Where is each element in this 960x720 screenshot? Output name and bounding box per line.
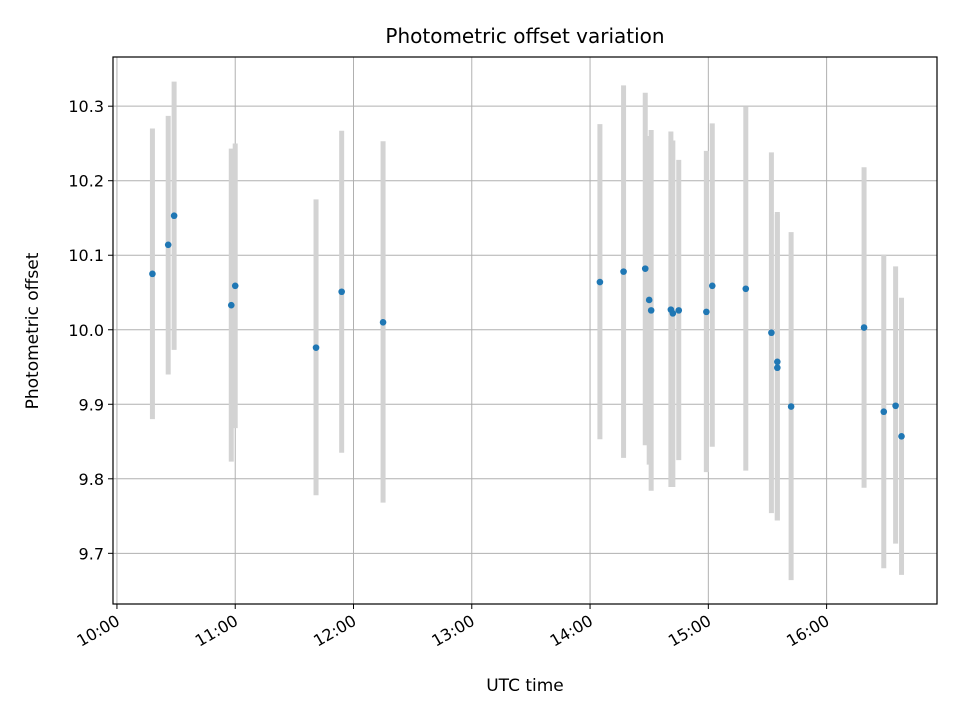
y-tick-label: 9.8: [79, 470, 104, 489]
data-points: [149, 212, 905, 440]
y-tick-label: 10.0: [68, 321, 104, 340]
data-point: [338, 288, 345, 296]
data-point: [669, 310, 677, 317]
y-tick-label: 9.7: [79, 544, 104, 563]
data-point: [860, 324, 868, 331]
data-point: [774, 364, 781, 372]
y-tick-label: 10.3: [68, 97, 104, 116]
data-point: [170, 212, 178, 220]
data-point: [231, 282, 239, 290]
data-point: [596, 278, 604, 286]
data-point: [227, 301, 235, 309]
data-point: [774, 358, 781, 366]
y-tick-label: 10.1: [68, 246, 104, 265]
data-point: [880, 408, 888, 416]
data-point: [742, 285, 750, 293]
x-axis-label: UTC time: [486, 676, 564, 696]
data-point: [768, 329, 775, 337]
data-point: [708, 282, 716, 290]
y-tick-label: 9.9: [79, 395, 104, 414]
data-point: [898, 433, 905, 440]
data-point: [620, 268, 627, 275]
data-point: [164, 241, 172, 249]
chart-title: Photometric offset variation: [385, 24, 664, 48]
data-point: [149, 270, 156, 278]
data-point: [645, 296, 653, 304]
data-point: [312, 344, 320, 351]
data-point: [647, 307, 655, 314]
data-point: [379, 319, 387, 326]
plot-frame: [112, 56, 938, 605]
data-point: [675, 307, 683, 314]
data-point: [703, 308, 710, 316]
data-point: [787, 403, 795, 410]
y-tick-label: 10.2: [68, 172, 104, 191]
y-axis-ticks: 9.7 9.8 9.9 10.0 10.1 10.2 10.3: [68, 97, 113, 563]
data-point: [641, 265, 649, 272]
y-axis-label: Photometric offset: [23, 252, 43, 409]
data-point: [892, 402, 899, 410]
